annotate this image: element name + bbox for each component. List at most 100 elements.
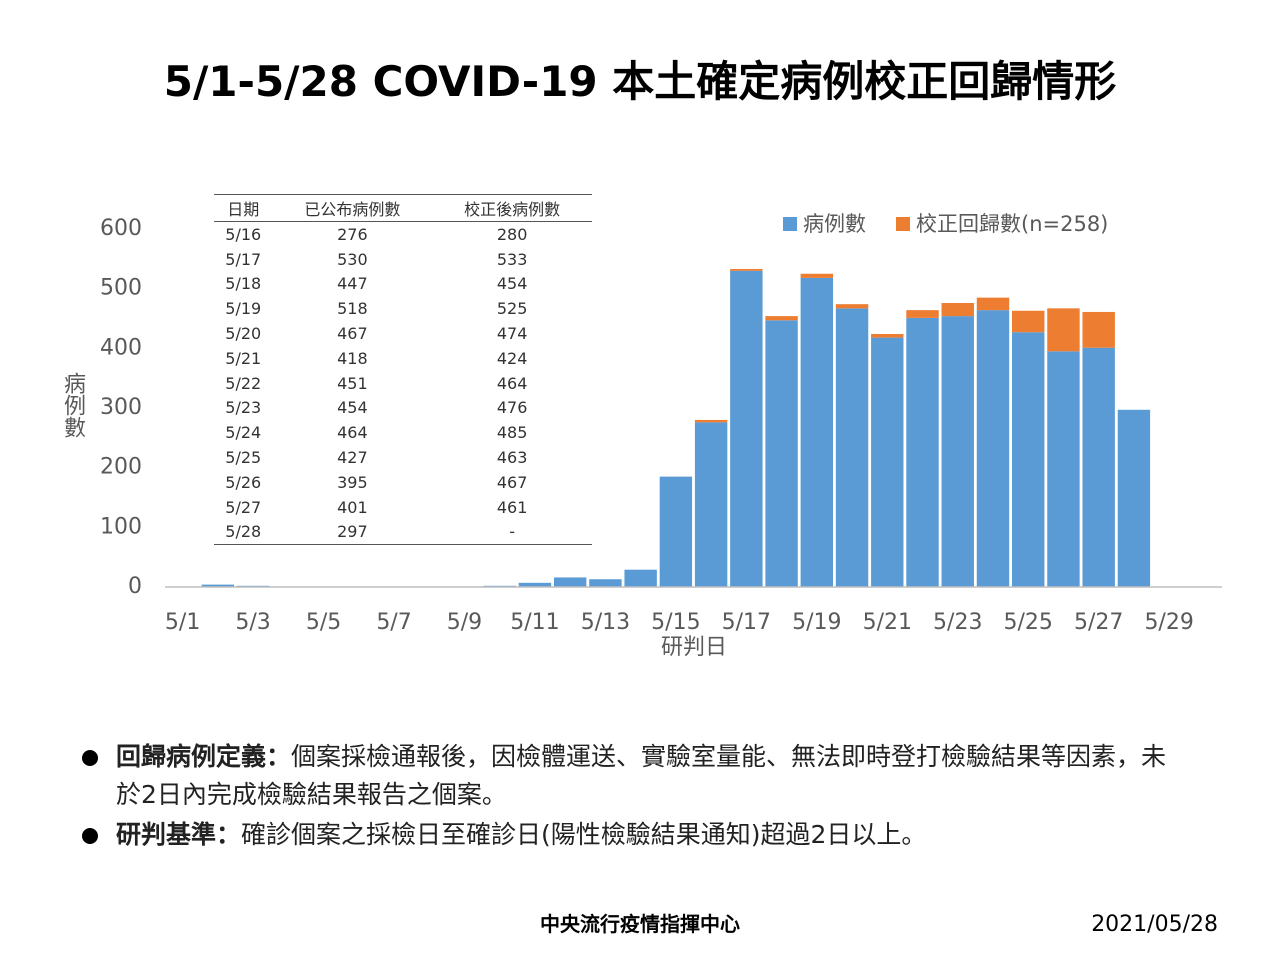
bar-segment [730,270,763,587]
table-header-cell: 日期 [214,194,273,222]
bar-segment [730,268,763,271]
table-cell: 518 [337,299,368,319]
bar-segment [906,317,939,587]
x-tick-label: 5/15 [651,610,700,635]
bullet: 回歸病例定義：個案採檢通報後，因檢體運送、實驗室量能、無法即時登打檢驗結果等因素… [80,738,1190,814]
x-tick-label: 5/23 [933,610,982,635]
table-cell: 5/18 [225,274,262,294]
bar-segment [1047,351,1080,587]
bullet-term: 研判基準： [116,820,242,849]
bullet-text: 個案採檢通報後，因檢體運送、實驗室量能、無法即時登打檢驗結果等因素，未於2日內完… [116,742,1167,809]
table-row: 5/28 297- [214,519,592,546]
bar-segment [1047,308,1080,352]
x-tick-label: 5/11 [510,610,559,635]
bar-segment [765,316,798,321]
table-cell: 454 [337,398,368,418]
table-row: 5/23 454 476 [214,396,592,421]
table-cell: 424 [496,348,528,368]
table-cell: 447 [337,274,368,294]
table-row: 5/27 401 461 [214,495,592,520]
table-row: 5/17 530 533 [214,247,592,272]
table-cell: 467 [337,324,368,344]
x-tick-label: 5/19 [792,610,841,635]
bar-segment [1012,310,1045,333]
x-tick-label: 5/29 [1144,610,1193,635]
bar-segment [624,569,657,587]
table-cell: 485 [496,423,528,443]
footer-date: 2021/05/28 [1091,912,1218,937]
table-cell: 464 [496,373,528,393]
data-table: 日期 已公布病例數 校正後病例數 5/16 276 280 5/17 530 533 5/18 44… [214,194,592,546]
table-row: 5/24 464 485 [214,420,592,445]
x-tick-label: 5/27 [1074,610,1123,635]
bullet: 研判基準：確診個案之採檢日至確診日(陽性檢驗結果通知)超過2日以上。 [80,816,1190,854]
legend-label: 校正回歸數(n=258) [916,212,1108,236]
legend-swatch [896,217,910,231]
bar-segment [941,302,974,317]
table-header-cell: 校正後病例數 [432,194,592,222]
y-tick-label: 300 [100,395,142,420]
y-tick-label: 0 [128,574,142,599]
table-cell: 533 [496,249,528,269]
x-tick-label: 5/25 [1004,610,1053,635]
table-cell: 297 [272,519,433,546]
bullet-list: 回歸病例定義：個案採檢通報後，因檢體運送、實驗室量能、無法即時登打檢驗結果等因素… [80,738,1190,856]
x-tick-label: 5/5 [306,610,341,635]
table-cell: 5/19 [225,299,262,319]
bar-segment [871,337,904,587]
bar-segment [659,476,693,587]
table-cell: 451 [337,373,368,393]
y-tick-label: 600 [100,216,142,241]
bar-segment [694,422,728,587]
table-cell: 461 [496,497,528,517]
table-row: 5/25 427 463 [214,445,592,470]
table-cell: 5/21 [225,348,262,368]
legend-swatch [783,217,797,231]
x-tick-label: 5/21 [863,610,912,635]
x-tick-label: 5/7 [376,610,411,635]
table-cell: 464 [337,423,368,443]
bar-segment [553,577,587,587]
table-cell: 463 [496,448,528,468]
table-row: 5/18 447 454 [214,272,592,297]
bar-segment [800,273,834,278]
bar-segment [835,304,869,309]
bar-segment [976,310,1010,587]
slide-title: 5/1-5/28 COVID-19 本土確定病例校正回歸情形 [163,57,1117,106]
table-row: 5/21 418 424 [214,346,592,371]
table-cell: 5/22 [225,373,262,393]
table-cell: 476 [496,398,528,418]
bullet-text: 確診個案之採檢日至確診日(陽性檢驗結果通知)超過2日以上。 [241,820,927,849]
table-cell: 5/16 [225,224,262,244]
bar-segment [1082,311,1115,348]
table-cell: 427 [337,448,368,468]
bullet-term: 回歸病例定義： [116,742,292,771]
table-cell: 395 [337,472,368,492]
table-cell: 5/20 [225,324,262,344]
bar-segment [1012,332,1045,587]
bar-segment [941,316,974,587]
y-tick-label: 500 [100,276,142,301]
table-cell: 280 [496,224,528,244]
table-cell: 530 [337,249,368,269]
table-header-cell: 已公布病例數 [272,194,433,222]
table-cell: - [432,519,592,546]
table-row: 5/20 467 474 [214,321,592,346]
bar-segment [835,308,869,587]
table-cell: 467 [496,472,528,492]
y-tick-label: 400 [100,335,142,360]
bar-segment [871,334,904,338]
legend-label: 病例數 [803,212,866,236]
bar-segment [1082,347,1115,587]
y-tick-label: 100 [100,514,142,539]
bar-segment [906,310,939,318]
table-cell: 5/26 [225,472,262,492]
y-axis-label: 病例數 [60,372,85,438]
table-cell: 474 [496,324,528,344]
bar-segment [976,297,1010,311]
x-tick-label: 5/9 [447,610,482,635]
x-axis-label: 研判日 [661,635,727,660]
table-cell: 276 [337,224,368,244]
